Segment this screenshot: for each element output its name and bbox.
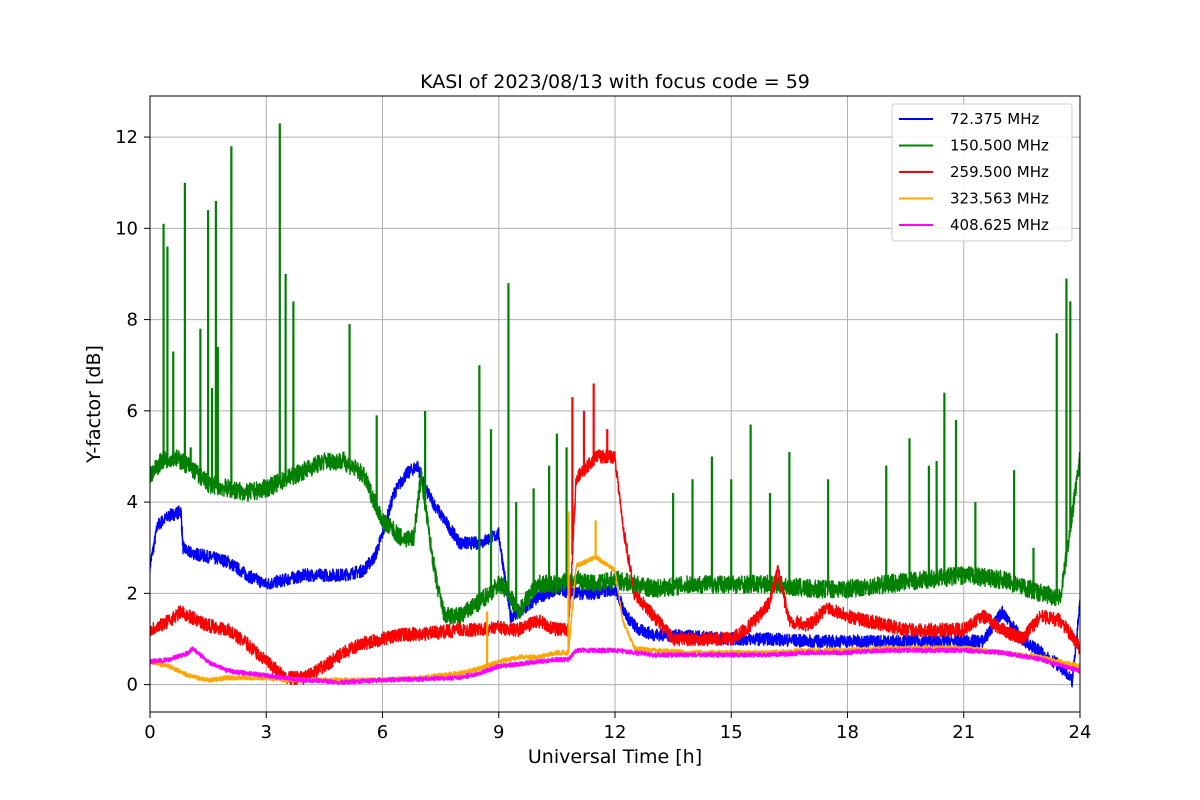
x-tick-label: 0: [144, 722, 155, 743]
y-tick-label: 6: [127, 401, 138, 422]
y-tick-label: 12: [115, 127, 138, 148]
x-tick-label: 3: [261, 722, 272, 743]
x-tick-label: 6: [377, 722, 388, 743]
chart-title: KASI of 2023/08/13 with focus code = 59: [420, 71, 810, 93]
legend-label: 408.625 MHz: [950, 216, 1049, 234]
legend-label: 150.500 MHz: [950, 137, 1049, 155]
legend-label: 72.375 MHz: [950, 110, 1039, 128]
legend-box: [891, 103, 1073, 242]
y-tick-label: 8: [127, 310, 138, 331]
y-tick-label: 2: [127, 583, 138, 604]
legend-label: 323.563 MHz: [950, 190, 1049, 208]
series-line: [150, 460, 1080, 688]
y-axis-label: Y-factor [dB]: [83, 345, 105, 464]
legend-label: 259.500 MHz: [950, 163, 1049, 181]
x-tick-label: 21: [952, 722, 975, 743]
series-layer: [150, 123, 1080, 688]
x-tick-label: 18: [836, 722, 859, 743]
series-line: [150, 646, 1080, 686]
series-line: [150, 449, 1080, 625]
x-tick-label: 9: [493, 722, 504, 743]
y-axis-ticks: 0 2 4 6 8 10 12: [115, 127, 150, 696]
series-1: [150, 460, 1080, 688]
grid-lines: [149, 96, 1081, 712]
legend: 72.375 MHz 150.500 MHz 259.500 MHz 323.563 …: [891, 103, 1073, 242]
y-tick-label: 10: [115, 218, 138, 239]
x-tick-label: 15: [720, 722, 743, 743]
x-tick-label: 24: [1069, 722, 1092, 743]
y-tick-label: 0: [127, 675, 138, 696]
x-axis-label: Universal Time [h]: [528, 746, 702, 768]
x-tick-label: 12: [604, 722, 627, 743]
series-5: [150, 646, 1080, 686]
x-axis-ticks: 0 3 6 9 12 15 18 21 24: [144, 712, 1091, 743]
y-tick-label: 4: [127, 492, 138, 513]
series-2: [150, 123, 1080, 625]
